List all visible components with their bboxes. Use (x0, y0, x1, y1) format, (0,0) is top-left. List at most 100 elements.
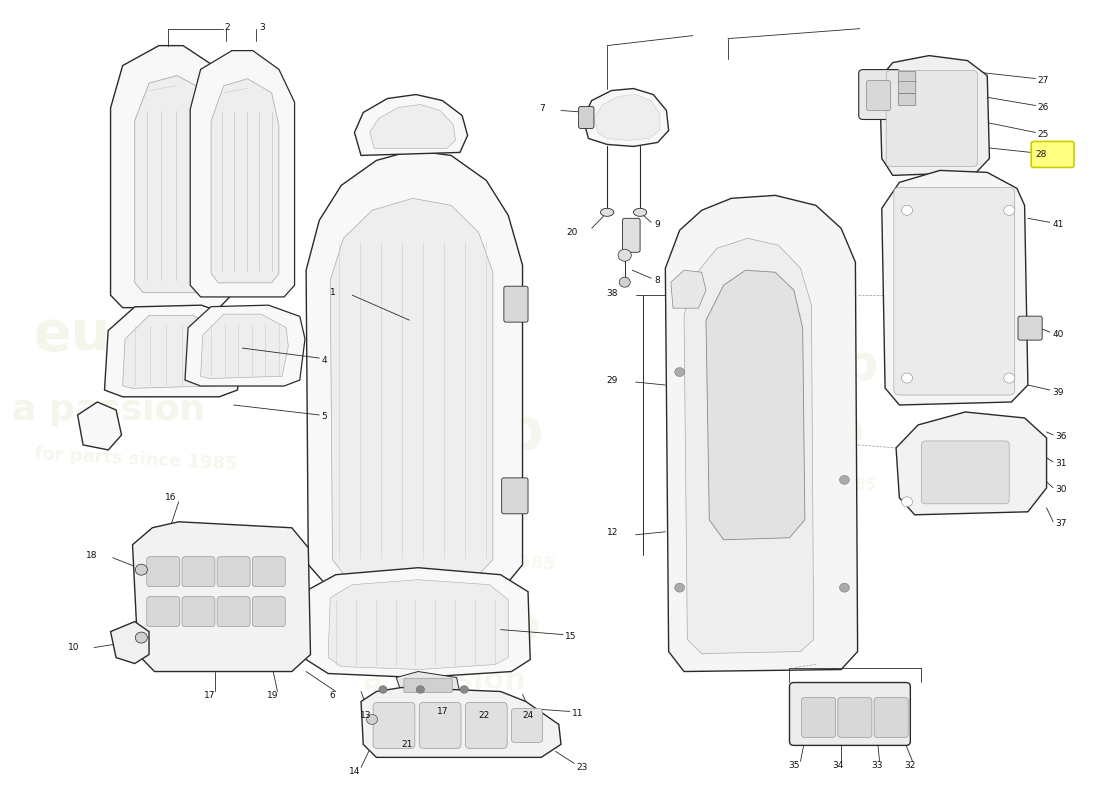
Circle shape (902, 497, 913, 507)
Text: 8: 8 (654, 276, 660, 285)
Polygon shape (78, 402, 121, 450)
FancyBboxPatch shape (419, 702, 461, 748)
Polygon shape (706, 270, 805, 540)
Polygon shape (594, 94, 660, 141)
Circle shape (674, 583, 684, 592)
FancyBboxPatch shape (579, 106, 594, 129)
Circle shape (135, 632, 147, 643)
Circle shape (1003, 373, 1014, 383)
Polygon shape (684, 238, 814, 654)
Polygon shape (666, 195, 858, 671)
FancyBboxPatch shape (802, 698, 836, 738)
Polygon shape (354, 94, 468, 155)
FancyBboxPatch shape (838, 698, 872, 738)
Text: 34: 34 (832, 761, 844, 770)
Polygon shape (306, 568, 530, 678)
Text: 29: 29 (607, 375, 618, 385)
FancyBboxPatch shape (899, 82, 916, 94)
Text: 32: 32 (904, 761, 916, 770)
Polygon shape (370, 105, 455, 149)
Polygon shape (134, 75, 213, 293)
FancyBboxPatch shape (1031, 142, 1074, 167)
Text: 4: 4 (321, 355, 327, 365)
Circle shape (378, 686, 387, 694)
Polygon shape (104, 305, 243, 397)
Text: 36: 36 (1055, 433, 1067, 442)
Text: 37: 37 (1055, 519, 1067, 528)
Text: 26: 26 (1037, 103, 1049, 112)
Text: 31: 31 (1055, 459, 1067, 468)
Circle shape (416, 686, 425, 694)
FancyBboxPatch shape (899, 94, 916, 106)
Circle shape (839, 475, 849, 484)
Text: 5: 5 (321, 413, 327, 422)
FancyBboxPatch shape (404, 678, 452, 693)
FancyBboxPatch shape (899, 71, 916, 83)
FancyBboxPatch shape (512, 709, 542, 742)
Circle shape (135, 564, 147, 575)
Text: 1: 1 (330, 288, 336, 297)
Text: for parts since 1985: for parts since 1985 (352, 545, 557, 574)
Text: a passion: a passion (12, 393, 205, 427)
Polygon shape (880, 55, 989, 175)
Text: 23: 23 (576, 763, 587, 772)
Text: 33: 33 (871, 761, 883, 770)
Text: a passion: a passion (693, 416, 864, 447)
FancyBboxPatch shape (465, 702, 507, 748)
Polygon shape (122, 315, 224, 388)
Text: 14: 14 (349, 767, 360, 776)
Circle shape (674, 367, 684, 377)
Circle shape (902, 206, 913, 215)
FancyBboxPatch shape (146, 597, 179, 626)
FancyBboxPatch shape (887, 70, 978, 166)
Text: europ: europ (385, 605, 540, 650)
Text: 28: 28 (1035, 150, 1047, 159)
FancyBboxPatch shape (373, 702, 415, 748)
Circle shape (366, 714, 377, 725)
Text: 16: 16 (165, 494, 177, 502)
Circle shape (460, 686, 469, 694)
FancyBboxPatch shape (859, 70, 901, 119)
Text: 24: 24 (522, 711, 534, 720)
Text: 10: 10 (68, 643, 80, 652)
Polygon shape (328, 580, 508, 670)
FancyBboxPatch shape (504, 286, 528, 322)
FancyBboxPatch shape (502, 478, 528, 514)
Polygon shape (111, 46, 231, 308)
Text: 30: 30 (1055, 486, 1067, 494)
FancyBboxPatch shape (1018, 316, 1042, 340)
Polygon shape (200, 314, 288, 378)
Text: for parts since 1985: for parts since 1985 (34, 446, 238, 474)
Text: 13: 13 (360, 711, 371, 720)
Circle shape (839, 583, 849, 592)
Circle shape (1003, 206, 1014, 215)
FancyBboxPatch shape (874, 698, 909, 738)
Text: 21: 21 (402, 740, 412, 749)
Polygon shape (361, 687, 561, 758)
Text: 2: 2 (224, 23, 230, 32)
FancyBboxPatch shape (217, 557, 250, 586)
Text: 22: 22 (478, 711, 490, 720)
Text: 6: 6 (330, 691, 336, 700)
FancyBboxPatch shape (217, 597, 250, 626)
Ellipse shape (601, 208, 614, 216)
FancyBboxPatch shape (252, 557, 285, 586)
Polygon shape (583, 89, 669, 146)
Text: 7: 7 (539, 104, 544, 113)
Text: 18: 18 (86, 551, 98, 560)
Polygon shape (211, 78, 279, 283)
Ellipse shape (634, 208, 647, 216)
Polygon shape (132, 522, 310, 671)
Text: 38: 38 (606, 289, 618, 298)
Circle shape (619, 278, 630, 287)
Text: 15: 15 (565, 632, 576, 641)
Text: europ: europ (352, 405, 544, 462)
FancyBboxPatch shape (894, 187, 1014, 395)
Text: 17: 17 (204, 691, 216, 700)
Text: 9: 9 (654, 220, 660, 229)
Text: europ: europ (715, 342, 879, 390)
Text: 41: 41 (1052, 220, 1064, 229)
Circle shape (902, 373, 913, 383)
FancyBboxPatch shape (146, 557, 179, 586)
Polygon shape (185, 305, 305, 386)
